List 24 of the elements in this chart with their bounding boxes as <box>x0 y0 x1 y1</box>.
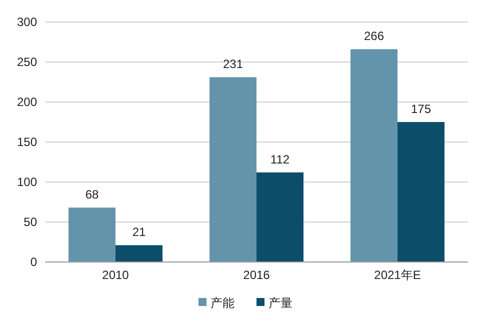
x-tick-label: 2016 <box>243 268 270 282</box>
data-label: 231 <box>222 57 244 72</box>
y-tick-label: 50 <box>24 215 38 229</box>
data-label: 175 <box>410 102 432 116</box>
y-tick-label: 300 <box>16 15 38 29</box>
y-tick-label: 150 <box>16 135 38 149</box>
data-label: 68 <box>85 188 99 202</box>
data-label: 266 <box>364 29 384 44</box>
y-tick-label: 100 <box>16 175 38 189</box>
y-tick-label: 0 <box>30 255 38 269</box>
bar <box>68 208 116 262</box>
y-tick-label: 250 <box>16 55 38 69</box>
x-tick-label: 2021年E <box>374 268 421 282</box>
bar <box>350 49 398 262</box>
bar <box>210 77 256 262</box>
legend-label: 产能 <box>210 296 234 310</box>
y-tick-label: 200 <box>16 95 38 109</box>
bar <box>398 122 444 262</box>
bar <box>256 172 304 262</box>
data-label: 21 <box>132 225 146 240</box>
x-tick-label: 2010 <box>102 268 130 282</box>
bar <box>116 245 162 262</box>
legend-label: 产量 <box>268 296 292 310</box>
data-label: 112 <box>270 152 290 166</box>
